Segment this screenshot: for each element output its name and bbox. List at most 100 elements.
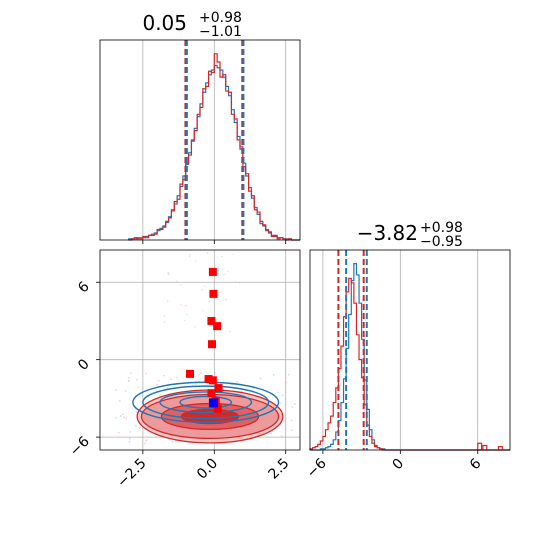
bottom-left-contour-panel: −2.5 0.0 2.5 −6 0 6 — [67, 249, 301, 491]
title-upper-err: +0.98 — [420, 220, 463, 236]
sample-point — [227, 270, 229, 273]
y-tick-label: 6 — [75, 279, 93, 297]
sample-point — [138, 426, 141, 429]
sample-point — [290, 419, 293, 422]
red-marker — [207, 316, 216, 325]
sample-point — [129, 431, 131, 433]
sample-point — [163, 315, 166, 318]
sample-point — [280, 435, 283, 438]
sample-point — [176, 376, 178, 379]
axes-frame — [99, 39, 301, 241]
x-tick-label: −2.5 — [114, 456, 149, 491]
red-marker — [214, 384, 223, 393]
sample-point — [146, 439, 148, 441]
sample-point — [144, 439, 147, 442]
title-upper-err: +0.98 — [199, 10, 242, 26]
sample-point — [189, 253, 191, 256]
sample-point — [277, 391, 280, 394]
red-marker — [213, 322, 222, 331]
sample-point — [119, 415, 122, 417]
sample-point — [129, 372, 132, 375]
bottom-right-histogram-panel: −6 0 6 −3.82 +0.98−0.95 — [304, 220, 511, 481]
red-histogram-series — [309, 277, 510, 451]
red-marker — [208, 267, 217, 276]
sample-point — [285, 381, 288, 384]
sample-point — [166, 387, 169, 390]
sample-point — [141, 387, 144, 390]
sample-point — [208, 300, 211, 303]
sample-point — [290, 429, 293, 432]
sample-point — [167, 273, 170, 276]
sample-point — [225, 298, 227, 301]
sample-point — [291, 406, 294, 408]
title-value: −3.82 — [357, 221, 418, 245]
red-marker — [204, 375, 213, 384]
sample-point — [117, 431, 120, 434]
sample-point — [135, 378, 138, 381]
sample-point — [188, 255, 191, 258]
sample-point — [135, 411, 138, 413]
sample-point — [163, 321, 166, 323]
sample-point — [174, 440, 177, 443]
blue-histogram-series — [310, 263, 510, 451]
sample-point — [128, 437, 131, 440]
sample-point — [214, 372, 217, 375]
sample-point — [206, 252, 209, 254]
sample-point — [114, 417, 117, 419]
sample-point — [236, 380, 238, 383]
sample-point — [180, 283, 182, 286]
red-marker — [207, 389, 216, 398]
sample-point — [279, 402, 282, 405]
sample-point — [157, 379, 160, 382]
sample-point — [185, 313, 188, 316]
blue-marker — [208, 398, 218, 408]
sample-point — [229, 330, 231, 333]
y-tick-label: −6 — [67, 434, 93, 460]
y-tick-label: 0 — [75, 356, 93, 374]
sample-point — [127, 380, 130, 382]
outlier-bin — [482, 444, 488, 450]
outlier-bin — [497, 446, 503, 450]
red-marker — [208, 376, 217, 385]
x-tick-label: −6 — [304, 455, 330, 481]
blue-contour-level — [179, 395, 233, 409]
sample-point — [171, 441, 174, 443]
sample-point — [219, 291, 221, 294]
sample-point — [201, 288, 204, 291]
title-value: 0.05 — [142, 11, 187, 35]
blue-contour-level — [159, 391, 253, 414]
sample-point — [125, 417, 128, 420]
sample-point — [145, 372, 147, 375]
sample-point — [194, 383, 197, 385]
sample-point — [143, 442, 146, 445]
sample-point — [220, 255, 223, 258]
sample-point — [180, 303, 182, 306]
sample-point — [162, 374, 165, 377]
title-lower-err: −1.01 — [199, 24, 242, 40]
sample-point — [294, 403, 296, 406]
sample-point — [176, 280, 178, 283]
sample-point — [170, 378, 172, 381]
sample-point — [204, 285, 206, 288]
sample-point — [281, 394, 284, 397]
sample-point — [167, 272, 170, 274]
red-histogram-series — [128, 53, 300, 241]
sample-point — [166, 300, 169, 302]
x-tick-label: 0 — [390, 456, 408, 474]
sample-point — [240, 390, 243, 393]
red-marker — [213, 404, 222, 413]
sample-point — [128, 441, 131, 443]
sample-point — [122, 416, 125, 419]
sample-point — [259, 377, 262, 380]
sample-point — [200, 372, 202, 375]
axes-frame — [309, 249, 511, 451]
sample-point — [183, 319, 186, 322]
x-tick-label: 2.5 — [265, 456, 292, 483]
top-left-histogram-panel: 0.05 +0.98−1.01 — [99, 10, 301, 244]
x-tick-label: 0.0 — [194, 456, 221, 483]
sample-point — [118, 400, 121, 402]
sample-point — [202, 309, 204, 312]
sample-point — [122, 413, 125, 416]
